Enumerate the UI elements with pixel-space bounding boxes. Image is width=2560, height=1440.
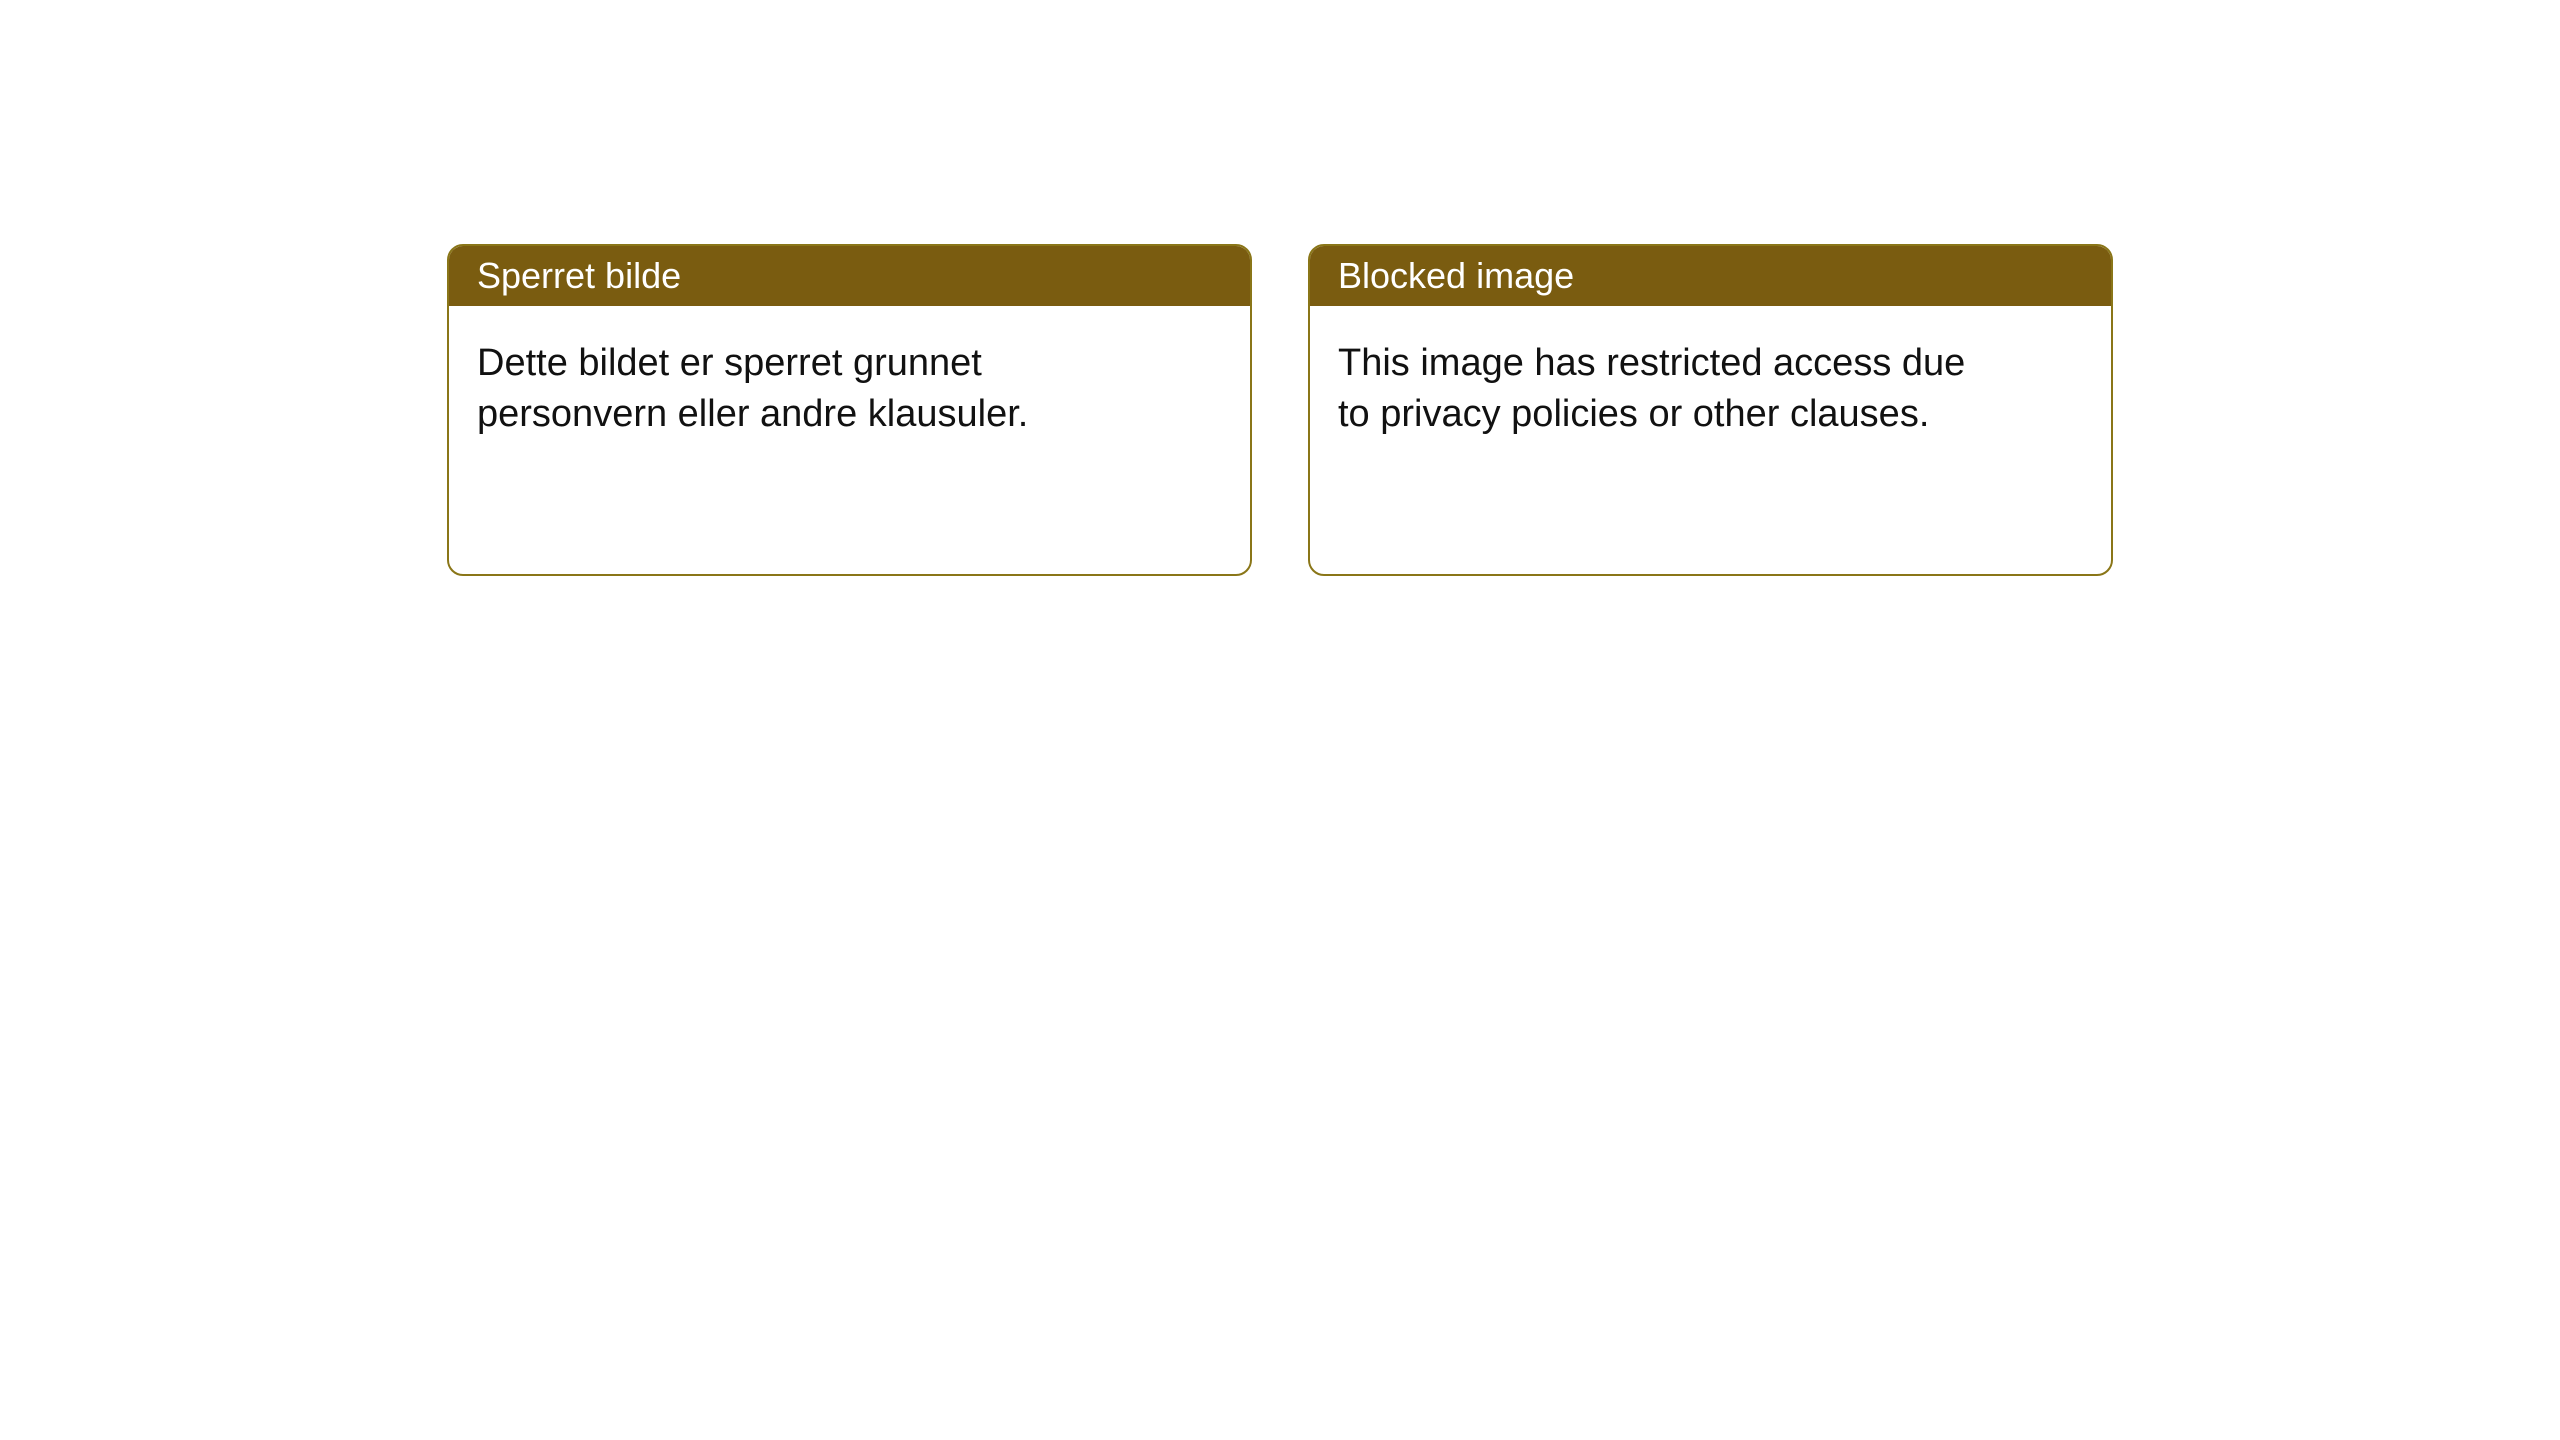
notice-title: Blocked image bbox=[1338, 255, 1574, 297]
notice-header: Blocked image bbox=[1310, 246, 2111, 306]
notice-header: Sperret bilde bbox=[449, 246, 1250, 306]
notice-body: This image has restricted access due to … bbox=[1310, 306, 2010, 473]
notice-card-english: Blocked image This image has restricted … bbox=[1308, 244, 2113, 576]
notice-body: Dette bildet er sperret grunnet personve… bbox=[449, 306, 1149, 473]
notice-body-text: Dette bildet er sperret grunnet personve… bbox=[477, 342, 1028, 435]
notice-title: Sperret bilde bbox=[477, 255, 681, 297]
notice-card-norwegian: Sperret bilde Dette bildet er sperret gr… bbox=[447, 244, 1252, 576]
notice-container: Sperret bilde Dette bildet er sperret gr… bbox=[447, 244, 2113, 576]
notice-body-text: This image has restricted access due to … bbox=[1338, 342, 1965, 435]
